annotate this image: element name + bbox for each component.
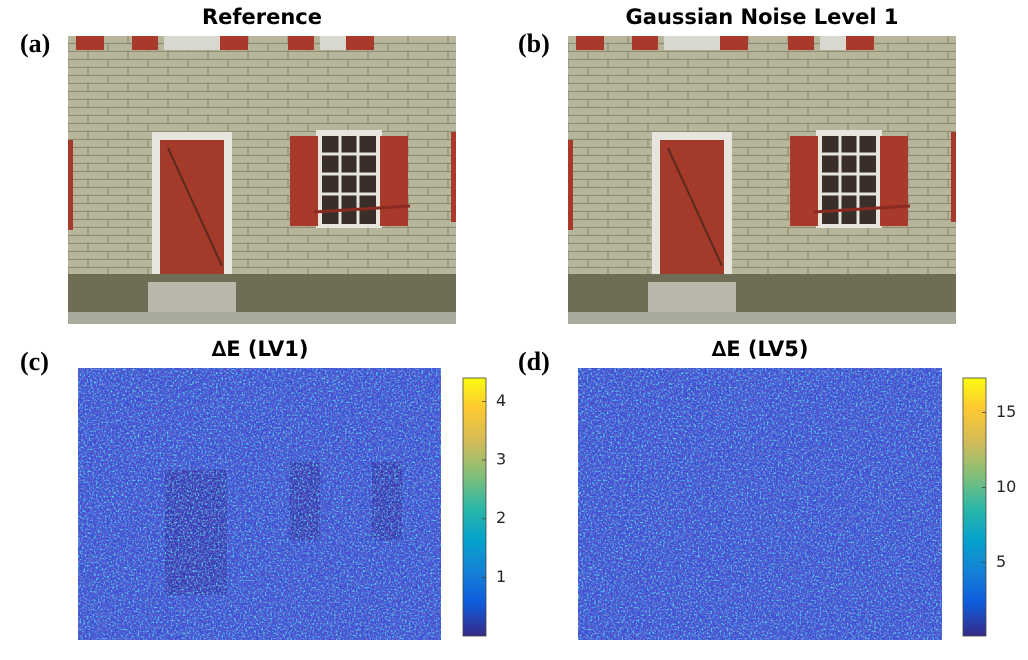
panel-label: (a)	[20, 29, 50, 58]
heatmap	[578, 368, 942, 640]
heatmap	[78, 368, 441, 640]
colorbar	[462, 377, 487, 637]
panel-title: Gaussian Noise Level 1	[626, 5, 899, 29]
colorbar	[962, 377, 987, 637]
panel-label: (b)	[518, 29, 550, 58]
panel-title: Reference	[202, 5, 322, 29]
tick-label: 15	[996, 402, 1016, 421]
tick-label: 1	[496, 567, 506, 586]
panel-label: (d)	[518, 347, 550, 376]
panel-label: (c)	[20, 347, 49, 376]
tick-label: 4	[496, 391, 506, 410]
panel-title: ∆E (LV5)	[712, 337, 809, 361]
tick-label: 2	[496, 508, 506, 527]
tick-label: 10	[996, 477, 1016, 496]
tick-label: 5	[996, 552, 1006, 571]
panel-title: ∆E (LV1)	[212, 337, 309, 361]
noisy-image	[566, 34, 958, 326]
tick-label: 3	[496, 450, 506, 469]
reference-image	[66, 34, 458, 326]
